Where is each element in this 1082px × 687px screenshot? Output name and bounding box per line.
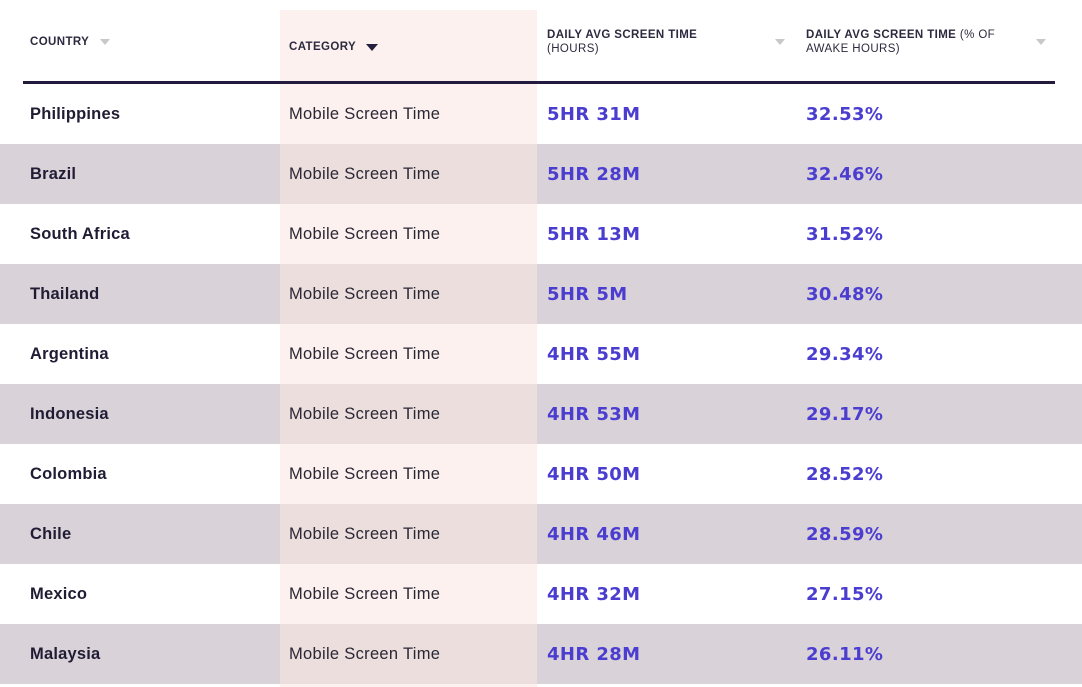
table-row: Philippines Mobile Screen Time 5HR 31M 3… [0, 84, 1082, 144]
col-header-pct-sub: (% OF AWAKE HOURS) [806, 29, 996, 55]
table-row: Malaysia Mobile Screen Time 4HR 28M 26.1… [0, 624, 1082, 684]
cell-pct: 30.48% [806, 283, 884, 305]
cell-hours: 4HR 46M [547, 523, 641, 545]
cell-country: Argentina [30, 344, 109, 363]
col-header-hours-sub: (HOURS) [547, 43, 599, 55]
cell-category: Mobile Screen Time [280, 264, 537, 324]
table-row-partial [0, 684, 1082, 687]
cell-country: Indonesia [30, 404, 109, 423]
table-row: Brazil Mobile Screen Time 5HR 28M 32.46% [0, 144, 1082, 204]
col-header-country[interactable]: COUNTRY [0, 0, 280, 84]
col-header-category-label: CATEGORY [289, 41, 357, 53]
sort-arrow-icon [775, 39, 785, 45]
cell-category: Mobile Screen Time [280, 624, 537, 684]
cell-hours: 4HR 28M [547, 643, 641, 665]
col-header-pct[interactable]: DAILY AVG SCREEN TIME (% OF AWAKE HOURS) [805, 0, 1082, 84]
cell-category: Mobile Screen Time [280, 384, 537, 444]
cell-pct: 29.17% [806, 403, 884, 425]
table-row: Colombia Mobile Screen Time 4HR 50M 28.5… [0, 444, 1082, 504]
col-header-pct-main: DAILY AVG SCREEN TIME [806, 29, 957, 41]
cell-category: Mobile Screen Time [280, 84, 537, 144]
cell-category: Mobile Screen Time [280, 204, 537, 264]
cell-country: Mexico [30, 584, 88, 603]
cell-category: Mobile Screen Time [280, 564, 537, 624]
cell-pct: 29.34% [806, 343, 884, 365]
sort-arrow-icon [1036, 39, 1046, 45]
cell-country: Colombia [30, 464, 107, 483]
cell-hours: 5HR 13M [547, 223, 641, 245]
cell-hours: 5HR 31M [547, 103, 641, 125]
cell-pct: 32.53% [806, 103, 884, 125]
cell-country: Thailand [30, 284, 100, 303]
sort-arrow-icon [100, 39, 111, 45]
cell-pct: 32.46% [806, 163, 884, 185]
cell-category: Mobile Screen Time [280, 324, 537, 384]
cell-hours: 5HR 28M [547, 163, 641, 185]
cell-country: Chile [30, 524, 72, 543]
cell-hours: 4HR 50M [547, 463, 641, 485]
col-header-pct-label: DAILY AVG SCREEN TIME (% OF AWAKE HOURS) [806, 28, 1014, 56]
header-divider [23, 81, 1055, 84]
table-body: Philippines Mobile Screen Time 5HR 31M 3… [0, 84, 1082, 687]
col-header-hours[interactable]: DAILY AVG SCREEN TIME (HOURS) [537, 0, 805, 84]
table-row: South Africa Mobile Screen Time 5HR 13M … [0, 204, 1082, 264]
col-header-hours-label: DAILY AVG SCREEN TIME (HOURS) [547, 28, 725, 56]
cell-country: Philippines [30, 104, 121, 123]
cell-country: South Africa [30, 224, 130, 243]
col-header-country-label: COUNTRY [30, 36, 90, 48]
cell-pct: 27.15% [806, 583, 884, 605]
col-header-category[interactable]: CATEGORY [280, 10, 537, 84]
cell-pct: 26.11% [806, 643, 884, 665]
cell-pct: 31.52% [806, 223, 884, 245]
cell-hours: 4HR 55M [547, 343, 641, 365]
cell-hours: 4HR 53M [547, 403, 641, 425]
table-row: Argentina Mobile Screen Time 4HR 55M 29.… [0, 324, 1082, 384]
table-row: Mexico Mobile Screen Time 4HR 32M 27.15% [0, 564, 1082, 624]
sort-arrow-icon [366, 43, 379, 51]
cell-category [280, 684, 537, 687]
table-header: COUNTRY CATEGORY DAILY AVG SCREEN TIME (… [0, 0, 1082, 84]
table-row: Indonesia Mobile Screen Time 4HR 53M 29.… [0, 384, 1082, 444]
cell-category: Mobile Screen Time [280, 144, 537, 204]
cell-category: Mobile Screen Time [280, 504, 537, 564]
cell-hours: 5HR 5M [547, 283, 628, 305]
cell-country: Brazil [30, 164, 77, 183]
cell-pct: 28.52% [806, 463, 884, 485]
col-header-hours-main: DAILY AVG SCREEN TIME [547, 29, 698, 41]
cell-hours: 4HR 32M [547, 583, 641, 605]
cell-country: Malaysia [30, 644, 101, 663]
table-row: Thailand Mobile Screen Time 5HR 5M 30.48… [0, 264, 1082, 324]
table-row: Chile Mobile Screen Time 4HR 46M 28.59% [0, 504, 1082, 564]
cell-category: Mobile Screen Time [280, 444, 537, 504]
cell-pct: 28.59% [806, 523, 884, 545]
